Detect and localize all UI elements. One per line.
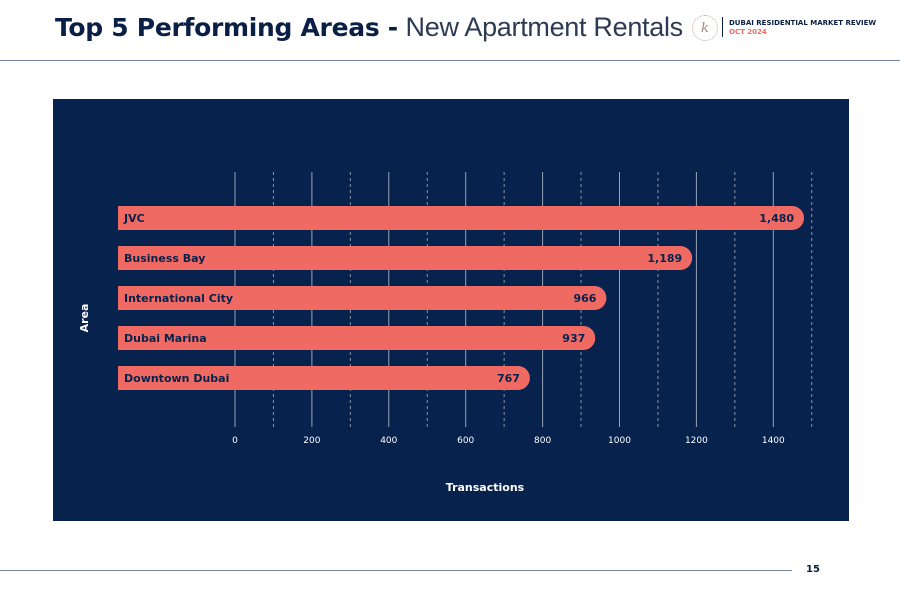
footer-divider xyxy=(0,570,792,571)
bar-chart: JVC 1,480 Business Bay 1,189 International C… xyxy=(78,172,813,494)
bar xyxy=(118,326,596,350)
category-label: Downtown Dubai xyxy=(124,372,229,385)
value-label: 937 xyxy=(562,332,585,345)
bar xyxy=(118,206,805,230)
x-axis-title: Transactions xyxy=(446,481,525,494)
x-tick-label: 1400 xyxy=(762,436,785,446)
x-tick-label: 1200 xyxy=(685,436,708,446)
category-label: JVC xyxy=(123,212,145,225)
value-label: 1,480 xyxy=(759,212,794,225)
bar xyxy=(118,246,693,270)
x-tick-label: 400 xyxy=(380,436,397,446)
x-tick-label: 600 xyxy=(457,436,474,446)
value-label: 767 xyxy=(497,372,520,385)
title-bold: Top 5 Performing Areas - xyxy=(55,13,398,42)
bar xyxy=(118,286,607,310)
x-tick-label: 1000 xyxy=(608,436,631,446)
value-label: 1,189 xyxy=(647,252,682,265)
x-tick-label: 200 xyxy=(303,436,320,446)
logo-divider xyxy=(722,17,723,37)
y-axis-title: Area xyxy=(78,304,91,333)
value-label: 966 xyxy=(573,292,596,305)
report-date: OCT 2024 xyxy=(729,28,767,36)
brand-logo-icon: k xyxy=(692,15,718,41)
bar xyxy=(118,366,530,390)
page-number: 15 xyxy=(806,564,820,575)
header-divider xyxy=(0,60,900,61)
chart-panel: JVC 1,480 Business Bay 1,189 International C… xyxy=(53,99,849,521)
category-label: Business Bay xyxy=(124,252,205,265)
x-tick-label: 800 xyxy=(534,436,551,446)
category-label: Dubai Marina xyxy=(124,332,207,345)
report-name: DUBAI RESIDENTIAL MARKET REVIEW xyxy=(729,19,877,27)
x-tick-label: 0 xyxy=(232,436,238,446)
title-light: New Apartment Rentals xyxy=(405,12,684,42)
category-label: International City xyxy=(124,292,233,305)
page-title: Top 5 Performing Areas - New Apartment R… xyxy=(55,12,683,43)
